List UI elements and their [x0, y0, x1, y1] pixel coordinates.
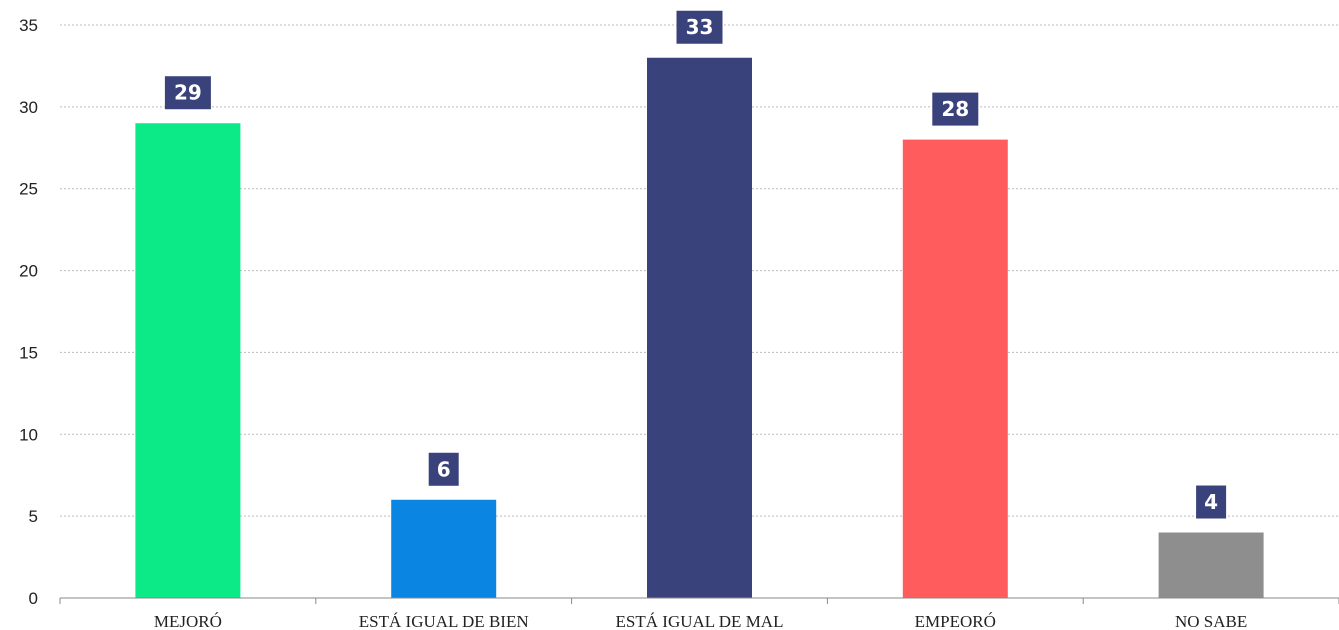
- data-label: 33: [686, 15, 714, 39]
- data-label-box: [428, 452, 459, 486]
- bars: [135, 57, 1264, 598]
- gridlines: [60, 24, 1339, 517]
- y-tick-label: 15: [19, 343, 38, 362]
- data-label-box: [932, 92, 979, 126]
- y-tick-label: 30: [19, 98, 38, 117]
- data-label: 4: [1204, 490, 1218, 514]
- x-tick-label: MEJORÓ: [154, 612, 222, 630]
- x-tick-label: ESTÁ IGUAL DE BIEN: [359, 612, 529, 630]
- bar: [647, 57, 752, 598]
- y-tick-label: 5: [29, 507, 38, 526]
- y-tick-label: 25: [19, 180, 38, 199]
- y-tick-label: 10: [19, 425, 38, 444]
- y-tick-label: 20: [19, 262, 38, 281]
- data-label: 29: [174, 81, 202, 105]
- x-tick-label: EMPEORÓ: [915, 612, 996, 630]
- bar: [135, 123, 241, 598]
- data-label-box: [1196, 485, 1227, 519]
- x-tick-label: ESTÁ IGUAL DE MAL: [616, 612, 784, 630]
- y-axis: 0 5 10 15 20 25 30 35: [19, 16, 38, 608]
- data-label: 28: [941, 97, 969, 121]
- y-tick-label: 35: [19, 16, 38, 35]
- x-axis: MEJORÓ ESTÁ IGUAL DE BIEN ESTÁ IGUAL DE MA…: [59, 597, 1339, 630]
- data-label-box: [164, 76, 211, 110]
- x-tick-label: NO SABE: [1175, 612, 1247, 630]
- data-labels: 29 6 33 28 4: [164, 10, 1227, 519]
- data-label: 6: [437, 457, 451, 481]
- bar: [902, 139, 1008, 598]
- data-label-box: [676, 10, 723, 44]
- bar: [1158, 532, 1264, 598]
- y-tick-label: 0: [29, 589, 38, 608]
- bar: [391, 499, 497, 598]
